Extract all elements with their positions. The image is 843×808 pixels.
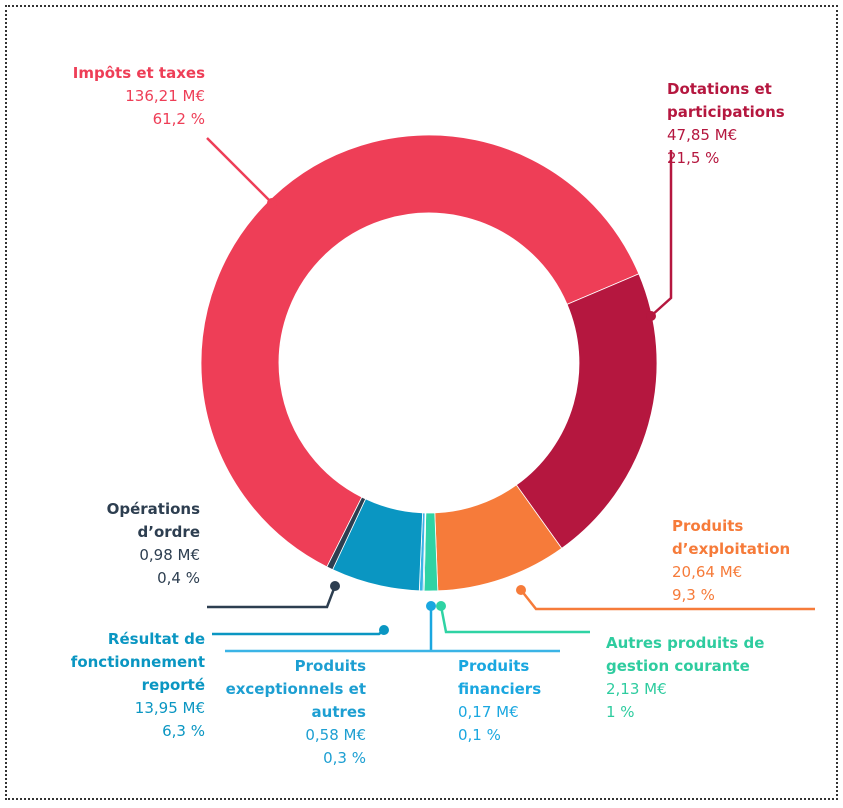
slice-label: Produits exceptionnels et autres 0,58 M€ 0…: [216, 655, 366, 770]
category-name: Produits financiers: [458, 657, 542, 698]
category-name: Autres produits de gestion courante: [606, 634, 765, 675]
leader: [206, 137, 273, 204]
slice-label: Produits d’exploitation 20,64 M€ 9,3 %: [672, 515, 822, 607]
percent-label: 1 %: [606, 703, 635, 721]
percent-label: 61,2 %: [152, 110, 205, 128]
percent-label: 6,3 %: [162, 722, 205, 740]
dot: [267, 198, 277, 208]
leader: [650, 150, 673, 317]
dot: [330, 581, 340, 591]
percent-label: 0,4 %: [157, 569, 200, 587]
leader: [212, 629, 385, 636]
amount-label: 13,95 M€: [134, 699, 205, 717]
category-name: Opérations d’ordre: [106, 500, 200, 541]
leader: [207, 585, 337, 609]
frame: [5, 5, 838, 800]
dot: [646, 311, 656, 321]
amount-label: 20,64 M€: [672, 563, 743, 581]
slice-label: Dotations et participations 47,85 M€ 21,5 …: [667, 78, 817, 170]
slice-label: Produits financiers 0,17 M€ 0,1 %: [458, 655, 578, 747]
percent-label: 0,3 %: [323, 749, 366, 767]
category-name: Résultat de fonctionnement reporté: [70, 630, 205, 694]
percent-label: 0,1 %: [458, 726, 501, 744]
slices: [200, 134, 658, 592]
leaders: [206, 137, 815, 653]
category-name: Produits d’exploitation: [672, 517, 791, 558]
dots: [267, 198, 656, 635]
slice: [515, 273, 658, 549]
slice-label: Impôts et taxes 136,21 M€ 61,2 %: [40, 62, 205, 131]
slice: [326, 496, 367, 571]
amount-label: 47,85 M€: [667, 126, 738, 144]
category-name: Impôts et taxes: [72, 64, 205, 82]
dot: [379, 625, 389, 635]
slice-label: Opérations d’ordre 0,98 M€ 0,4 %: [40, 498, 200, 590]
slice: [200, 134, 640, 568]
leader: [439, 605, 590, 634]
slice-label: Autres produits de gestion courante 2,13 …: [606, 632, 776, 724]
category-name: Produits exceptionnels et autres: [225, 657, 366, 721]
amount-label: 0,58 M€: [305, 726, 366, 744]
dot: [516, 585, 526, 595]
percent-label: 9,3 %: [672, 586, 715, 604]
amount-label: 2,13 M€: [606, 680, 667, 698]
dot: [426, 601, 436, 611]
slice-label: Résultat de fonctionnement reporté 13,95 …: [40, 628, 205, 743]
amount-label: 136,21 M€: [125, 87, 205, 105]
amount-label: 0,98 M€: [139, 546, 200, 564]
category-name: Dotations et participations: [667, 80, 785, 121]
amount-label: 0,17 M€: [458, 703, 519, 721]
dot: [436, 601, 446, 611]
percent-label: 21,5 %: [667, 149, 720, 167]
leader: [520, 589, 815, 611]
